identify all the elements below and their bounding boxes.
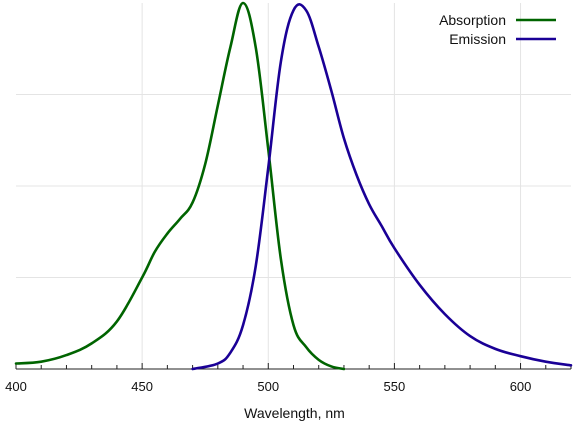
grid-lines [16,3,571,369]
legend-label-absorption: Absorption [439,12,506,28]
emission-series-line [191,3,573,371]
x-tick-label: 400 [5,379,27,394]
absorption-series-line [14,1,346,371]
x-tick-label: 450 [131,379,153,394]
legend-label-emission: Emission [449,31,506,47]
x-axis: 400 450 500 550 600 [5,363,572,394]
legend: Absorption Emission [439,12,556,47]
series-layer [14,1,573,371]
x-tick-label: 500 [257,379,279,394]
x-tick-label: 550 [384,379,406,394]
x-tick-label: 600 [510,379,532,394]
x-axis-title: Wavelength, nm [244,405,345,421]
